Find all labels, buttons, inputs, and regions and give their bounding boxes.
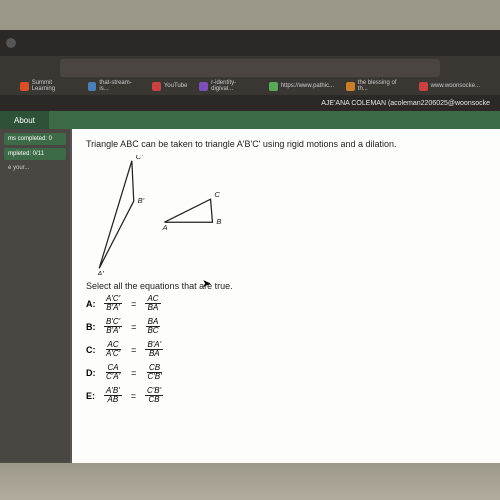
triangle-diagram: A' B' C' A B C bbox=[86, 155, 266, 275]
screen-frame: Summit Learning that-stream-is... YouTub… bbox=[0, 30, 500, 460]
choice-letter: A: bbox=[86, 299, 98, 309]
bookmark-label: r-identity-digival... bbox=[211, 80, 257, 92]
bookmark-icon bbox=[269, 82, 278, 91]
svg-text:B: B bbox=[216, 217, 221, 226]
choice-letter: D: bbox=[86, 368, 98, 378]
browser-chrome bbox=[0, 30, 500, 56]
sidebar-progress[interactable]: mpleted: 0/11 bbox=[4, 148, 66, 160]
bookmark-icon bbox=[199, 82, 208, 91]
svg-text:B': B' bbox=[138, 196, 145, 205]
choice-letter: B: bbox=[86, 322, 98, 332]
select-instruction: Select all the equations that are true. bbox=[86, 281, 486, 291]
bookmark-item[interactable]: Summit Learning bbox=[20, 80, 76, 92]
bookmark-item[interactable]: that-stream-is... bbox=[88, 80, 140, 92]
bookmark-item[interactable]: the blessing of th... bbox=[346, 80, 407, 92]
bookmark-icon bbox=[152, 82, 161, 91]
bookmark-icon bbox=[88, 82, 97, 91]
svg-text:A': A' bbox=[96, 269, 104, 275]
bookmark-item[interactable]: YouTube bbox=[152, 82, 188, 91]
svg-text:A: A bbox=[162, 223, 168, 232]
bookmark-label: that-stream-is... bbox=[99, 80, 139, 92]
app-body: ms completed: 0 mpleted: 0/11 e your... … bbox=[0, 129, 500, 463]
tab-about[interactable]: About bbox=[0, 111, 49, 129]
user-name: AJE'ANA COLEMAN (acoleman2206025@woonsoc… bbox=[321, 100, 490, 107]
choice-a[interactable]: A: A'C'B'A' = ACBA bbox=[86, 295, 486, 312]
bookmark-label: the blessing of th... bbox=[358, 80, 407, 92]
bookmark-icon bbox=[346, 82, 355, 91]
app-nav: About bbox=[0, 111, 500, 129]
window-dot[interactable] bbox=[6, 38, 16, 48]
choice-b[interactable]: B: B'C'B'A' = BABC bbox=[86, 318, 486, 335]
sidebar-type-hint: e your... bbox=[4, 163, 66, 173]
choice-e[interactable]: E: A'B'AB = C'B'CB bbox=[86, 387, 486, 404]
bookmark-label: https://www.pathic... bbox=[281, 83, 334, 89]
cursor-icon: ➤ bbox=[202, 277, 211, 290]
answer-choices: A: A'C'B'A' = ACBA B: B'C'B'A' = BABC C:… bbox=[86, 295, 486, 404]
choice-d[interactable]: D: CAC'A' = CBC'B' bbox=[86, 364, 486, 381]
app-header: AJE'ANA COLEMAN (acoleman2206025@woonsoc… bbox=[0, 95, 500, 111]
bookmark-icon bbox=[419, 82, 428, 91]
bookmark-item[interactable]: https://www.pathic... bbox=[269, 82, 334, 91]
svg-text:C: C bbox=[214, 190, 220, 199]
choice-letter: C: bbox=[86, 345, 98, 355]
bookmark-label: www.woonsocke... bbox=[431, 83, 480, 89]
choice-c[interactable]: C: ACA'C' = B'A'BA bbox=[86, 341, 486, 358]
question-content: Triangle ABC can be taken to triangle A'… bbox=[70, 129, 500, 463]
bookmark-label: YouTube bbox=[164, 83, 188, 89]
sidebar-completed[interactable]: ms completed: 0 bbox=[4, 133, 66, 145]
choice-letter: E: bbox=[86, 391, 98, 401]
sidebar: ms completed: 0 mpleted: 0/11 e your... bbox=[0, 129, 70, 463]
bookmarks-bar: Summit Learning that-stream-is... YouTub… bbox=[0, 77, 500, 95]
question-prompt: Triangle ABC can be taken to triangle A'… bbox=[86, 139, 486, 149]
bookmark-icon bbox=[20, 82, 29, 91]
bookmark-item[interactable]: r-identity-digival... bbox=[199, 80, 256, 92]
address-bar[interactable] bbox=[60, 59, 440, 77]
svg-text:C': C' bbox=[136, 155, 144, 161]
bookmark-label: Summit Learning bbox=[32, 80, 76, 92]
bookmark-item[interactable]: www.woonsocke... bbox=[419, 82, 480, 91]
photo-glow bbox=[0, 460, 500, 500]
